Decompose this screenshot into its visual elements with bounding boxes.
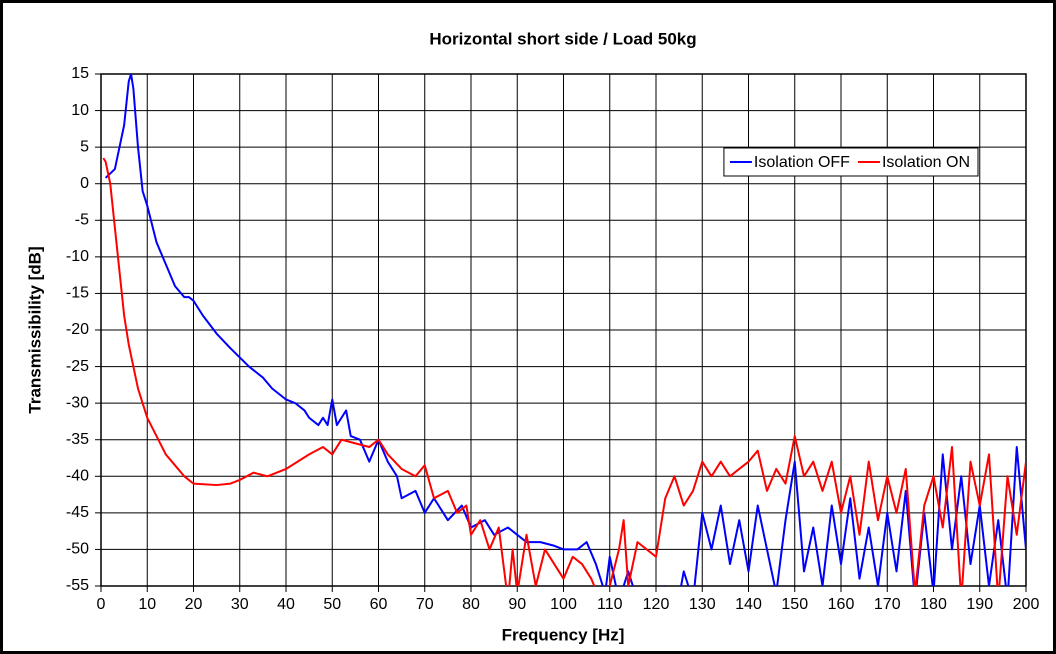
x-axis-label: Frequency [Hz]: [502, 625, 625, 644]
plot-area: [102, 74, 1026, 586]
x-tick-label: 170: [874, 596, 901, 613]
x-tick-label: 180: [920, 596, 947, 613]
y-tick-label: -30: [66, 394, 89, 411]
y-tick-label: 10: [71, 102, 89, 119]
series-line: [104, 74, 1026, 586]
legend-box: [723, 147, 979, 177]
x-tick-label: 190: [966, 596, 993, 613]
x-tick-label: 150: [781, 596, 808, 613]
x-tick-label: 50: [323, 596, 341, 613]
y-tick-label: -20: [66, 321, 89, 338]
legend: Isolation OFF Isolation ON: [723, 147, 979, 177]
x-tick-label: 70: [416, 596, 434, 613]
x-tick-label: 20: [185, 596, 203, 613]
legend-label: Isolation ON: [882, 154, 970, 171]
y-tick-label: 5: [80, 138, 89, 155]
x-tick-label: 0: [97, 596, 106, 613]
x-tick-label: 110: [597, 596, 623, 613]
y-tick-label: -50: [66, 541, 89, 558]
legend-label: Isolation OFF: [754, 154, 850, 171]
plot-border: [100, 73, 1027, 587]
x-tick-label: 60: [370, 596, 388, 613]
x-tick-label: 200: [1013, 596, 1040, 613]
y-axis-label: Transmissibility [dB]: [25, 246, 44, 413]
x-tick-label: 140: [735, 596, 762, 613]
chart-title: Horizontal short side / Load 50kg: [429, 29, 696, 48]
y-tick-label: -55: [66, 577, 89, 594]
y-tick-label: 0: [80, 175, 89, 192]
series-line: [102, 157, 1026, 586]
y-tick-label: 15: [71, 65, 89, 82]
y-tick-label: -15: [66, 285, 89, 302]
y-tick-label: -35: [66, 431, 89, 448]
y-tick-label: -10: [66, 248, 89, 265]
x-tick-label: 10: [138, 596, 156, 613]
y-tick-label: -45: [66, 504, 89, 521]
x-tick-label: 130: [689, 596, 716, 613]
y-tick-label: -40: [66, 468, 89, 485]
x-tick-label: 160: [828, 596, 855, 613]
y-tick-label: -5: [75, 212, 89, 229]
x-tick-label: 120: [643, 596, 670, 613]
x-tick-label: 40: [277, 596, 295, 613]
x-tick-label: 90: [508, 596, 526, 613]
x-tick-label: 80: [462, 596, 480, 613]
x-tick-label: 30: [231, 596, 249, 613]
x-tick-label: 100: [550, 596, 577, 613]
y-tick-label: -25: [66, 358, 89, 375]
